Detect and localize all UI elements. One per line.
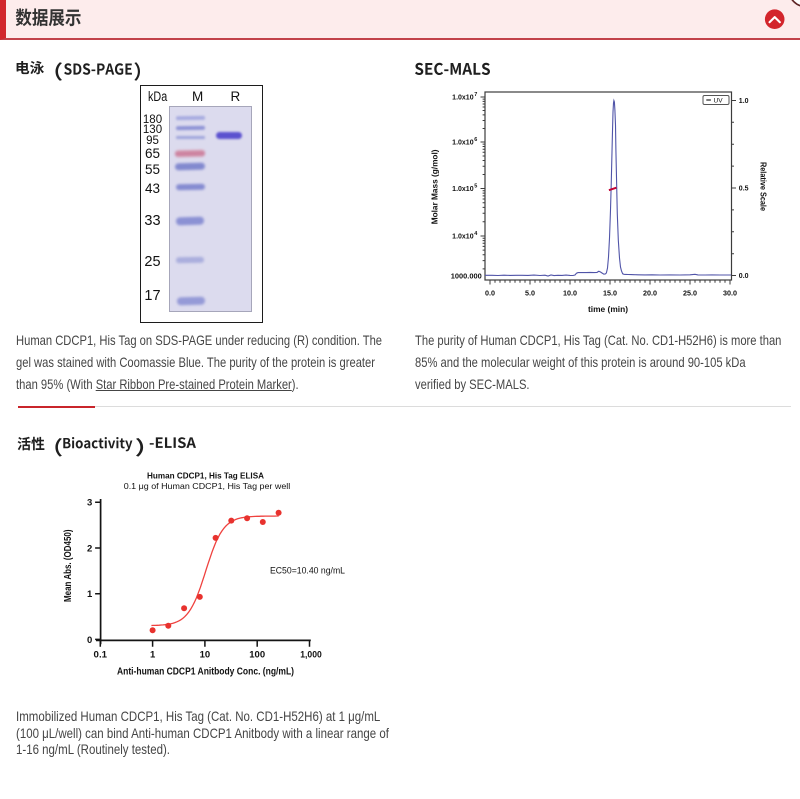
svg-text:0: 0 [87,635,92,646]
svg-text:10: 10 [200,650,211,661]
svg-text:0.0: 0.0 [485,289,495,298]
svg-text:1.0x10: 1.0x10 [452,140,474,147]
svg-text:1: 1 [150,650,156,661]
svg-text:1.0x10: 1.0x10 [452,95,474,102]
svg-text:30.0: 30.0 [723,289,737,298]
svg-text:7: 7 [474,92,477,98]
svg-text:1.0x10: 1.0x10 [452,234,474,241]
svg-text:2: 2 [87,543,92,554]
svg-text:0.0: 0.0 [739,273,749,280]
svg-text:4: 4 [474,231,478,237]
svg-text:3: 3 [87,498,92,509]
svg-text:Molar Mass (g/mol): Molar Mass (g/mol) [430,149,439,224]
svg-text:5: 5 [474,183,477,189]
svg-text:0.1 μg of Human CDCP1, His Tag: 0.1 μg of Human CDCP1, His Tag per well [124,481,291,491]
svg-text:20.0: 20.0 [643,289,657,298]
svg-text:1,000: 1,000 [300,650,322,661]
svg-text:0.5: 0.5 [739,186,749,193]
svg-text:Anti-human CDCP1 Anitbody Conc: Anti-human CDCP1 Anitbody Conc. (ng/mL) [117,666,294,677]
svg-text:0.1: 0.1 [94,650,108,661]
svg-text:25.0: 25.0 [683,289,697,298]
svg-text:5.0: 5.0 [525,289,535,298]
svg-text:6: 6 [474,137,477,143]
svg-text:Human CDCP1, His Tag ELISA: Human CDCP1, His Tag ELISA [147,470,264,480]
svg-text:1.0: 1.0 [739,98,749,105]
svg-text:1: 1 [87,589,93,600]
svg-text:1.0x10: 1.0x10 [452,186,474,193]
svg-text:time (min): time (min) [588,305,628,314]
svg-text:Mean Abs. (OD450): Mean Abs. (OD450) [63,530,74,603]
svg-text:100: 100 [249,650,265,661]
svg-text:UV: UV [714,98,724,105]
svg-text:10.0: 10.0 [563,289,577,298]
svg-text:EC50=10.40 ng/mL: EC50=10.40 ng/mL [270,566,345,576]
svg-text:1000.000: 1000.000 [451,274,482,281]
svg-text:15.0: 15.0 [603,289,617,298]
svg-text:Relative Scale: Relative Scale [758,162,767,212]
